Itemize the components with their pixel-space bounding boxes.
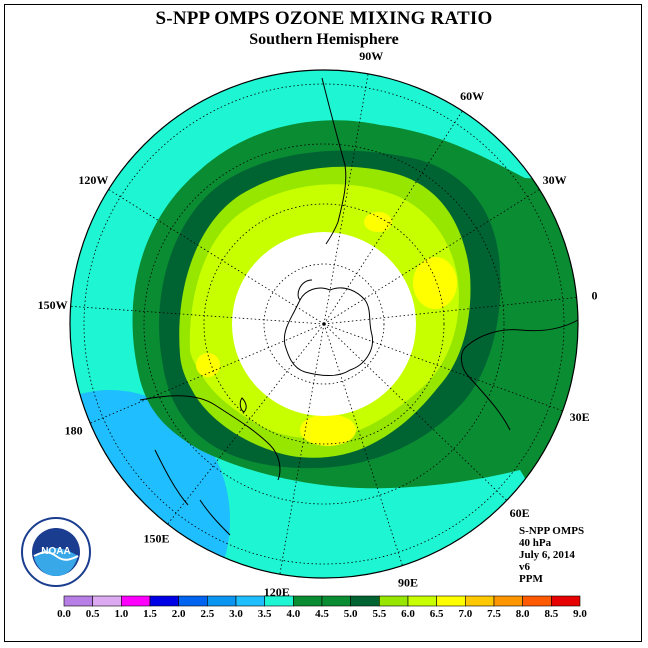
noaa-logo: NOAA (20, 516, 92, 588)
latitude-circle (83, 83, 565, 565)
colorbar-tick-label: 2.0 (171, 608, 186, 620)
noaa-logo-text: NOAA (41, 546, 70, 557)
colorbar-swatch (522, 595, 552, 607)
australia-coastline (139, 395, 281, 481)
colorbar-swatch (207, 595, 237, 607)
longitude-label: 0 (592, 289, 598, 303)
colorbar-swatch (321, 595, 351, 607)
longitude-label: 30W (543, 173, 567, 187)
colorbar-tick-label: 1.0 (114, 608, 129, 620)
colorbar-swatch (551, 595, 581, 607)
africa-coastline (461, 319, 579, 431)
colorbar-swatch (436, 595, 466, 607)
colorbar-tick-label: 4.0 (286, 608, 301, 620)
colorbar-swatch (149, 595, 179, 607)
longitude-label: 60E (510, 506, 530, 520)
colorbar-tick-label: 2.5 (200, 608, 215, 620)
noaa-logo-icon: NOAA (21, 517, 91, 587)
colorbar-tick-label: 8.5 (544, 608, 559, 620)
colorbar-tick-label: 3.5 (257, 608, 272, 620)
field-yellow-patch (196, 353, 220, 377)
colorbar-swatch (493, 595, 523, 607)
longitude-label: 120W (78, 173, 108, 187)
new-zealand-coastline (154, 449, 231, 536)
colorbar-tick-label: 8.0 (515, 608, 530, 620)
colorbar-swatch (293, 595, 323, 607)
colorbar-tick-label: 1.5 (143, 608, 157, 620)
map-subtitle: Southern Hemisphere (249, 31, 399, 48)
figure-frame (4, 4, 642, 642)
colorbar-swatch (264, 595, 294, 607)
info-line: v6 (519, 561, 530, 573)
colorbar-swatch (121, 595, 151, 607)
longitude-label: 150E (144, 531, 170, 545)
colorbar-swatch (235, 595, 265, 607)
latitude-circle (263, 263, 385, 385)
south-pole-marker (322, 322, 326, 326)
map-title: S-NPP OMPS OZONE MIXING RATIO (155, 8, 493, 29)
tasmania-coastline (239, 397, 247, 413)
colorbar-tick-label: 9.0 (573, 608, 587, 620)
coastlines (139, 77, 579, 536)
colorbar-tick-label: 7.0 (458, 608, 473, 620)
field-yellow-patch (364, 212, 392, 232)
antarctica-coastline (283, 279, 374, 376)
info-line: 40 hPa (519, 537, 552, 549)
colorbar-tick-label: 4.5 (315, 608, 329, 620)
longitude-label: 120E (264, 585, 290, 599)
colorbar-tick-label: 6.5 (429, 608, 444, 620)
longitude-label: 60W (460, 89, 484, 103)
longitude-label: 90W (359, 49, 383, 63)
info-line: S-NPP OMPS (519, 525, 585, 537)
field-yellow-patch (300, 414, 356, 446)
colorbar-swatch (407, 595, 437, 607)
latitude-circle (143, 143, 505, 505)
latitude-circle (203, 203, 445, 445)
colorbar-swatch (465, 595, 495, 607)
colorbar-tick-label: 0.0 (57, 608, 71, 620)
colorbar-swatch (63, 595, 93, 607)
map-boundary (69, 69, 579, 579)
longitude-label: 90E (398, 576, 418, 590)
colorbar-swatch (178, 595, 208, 607)
graticule (70, 73, 577, 575)
colorbar-swatch (379, 595, 409, 607)
colorbar-tick-label: 6.0 (401, 608, 415, 620)
colorbar-tick-label: 5.5 (372, 608, 387, 620)
longitude-label: 180 (65, 423, 83, 437)
longitude-label: 30E (570, 410, 590, 424)
colorbar-swatch (350, 595, 380, 607)
south-america-coastline (321, 77, 347, 245)
field-yellow-patch (413, 257, 457, 309)
info-line: PPM (519, 573, 543, 585)
colorbar-swatch (92, 595, 122, 607)
colorbar-tick-label: 3.0 (229, 608, 243, 620)
colorbar-tick-label: 0.5 (85, 608, 100, 620)
info-line: July 6, 2014 (519, 549, 575, 561)
colorbar-tick-label: 5.0 (343, 608, 358, 620)
longitude-label: 150W (38, 298, 68, 312)
colorbar-tick-label: 7.5 (487, 608, 501, 620)
